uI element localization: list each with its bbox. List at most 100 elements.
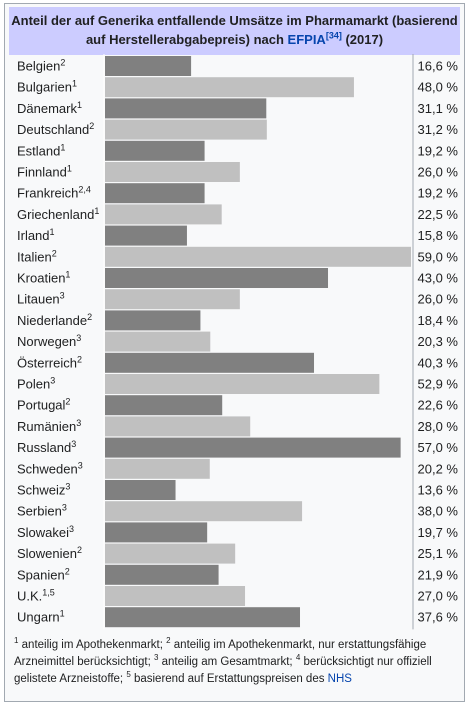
footnote-text-2: anteilig im Apothekenmarkt, nur erstattu… (14, 639, 427, 668)
bar (105, 522, 208, 543)
category-note: 1 (67, 164, 72, 174)
value-label: 22,5 % (418, 207, 459, 222)
value-label: 20,2 % (418, 461, 459, 476)
value-label: 15,8 % (418, 228, 459, 243)
value-label: 16,6 % (418, 59, 459, 74)
footnote-mark-2: 2 (166, 636, 171, 646)
value-label: 26,0 % (418, 165, 459, 180)
category-note: 2,4 (78, 185, 91, 195)
reference-link[interactable]: [34] (325, 30, 342, 41)
caption-line1: Anteil der auf Generika entfallende Umsä… (11, 13, 458, 28)
bar (105, 458, 210, 479)
category-name: Rumänien (17, 419, 76, 434)
value-label: 31,2 % (418, 122, 459, 137)
generics-share-bar-chart: Belgien2 16,6 %Bulgarien1 48,0 %Dänemark1 3… (17, 54, 459, 630)
footnote-text-3: anteilig am Gesamtmarkt; (158, 656, 296, 668)
category-note: 1,5 (42, 588, 55, 598)
category-note: 2 (60, 58, 65, 68)
bar (105, 586, 246, 606)
value-label: 19,7 % (418, 525, 459, 540)
category-note: 3 (76, 418, 81, 428)
bar (105, 310, 201, 331)
category-note: 3 (76, 333, 81, 343)
category-label: Schweiz3 (17, 482, 70, 498)
category-name: Schweden (17, 461, 78, 476)
category-name: Norwegen (17, 334, 76, 349)
footnote-mark-5: 5 (126, 670, 131, 680)
nhs-link[interactable]: NHS (327, 673, 352, 685)
category-label: Deutschland2 (17, 121, 94, 137)
category-note: 3 (65, 482, 70, 492)
footnote-text-5: basierend auf Erstattungspreisen des (130, 673, 328, 685)
bar (105, 395, 223, 416)
category-label: Norwegen3 (17, 333, 81, 349)
bar (105, 501, 303, 522)
category-name: Ungarn (17, 610, 60, 625)
category-label: Russland3 (17, 439, 76, 455)
category-name: Belgien (17, 59, 60, 74)
value-label: 43,0 % (418, 271, 459, 286)
category-note: 1 (72, 79, 77, 89)
category-label: Rumänien3 (17, 418, 81, 434)
category-label: Kroatien1 (17, 270, 70, 286)
category-label: U.K.1,5 (17, 588, 55, 604)
bar (105, 543, 236, 564)
bar (105, 480, 176, 500)
category-label: Belgien2 (17, 58, 65, 74)
footnote-mark-3: 3 (153, 653, 159, 663)
bar (105, 183, 205, 204)
category-note: 2 (65, 397, 70, 407)
category-label: Österreich2 (17, 354, 82, 370)
category-label: Serbien3 (17, 503, 67, 519)
value-label: 27,0 % (418, 589, 459, 604)
category-name: Niederlande (17, 313, 87, 328)
infobox-frame: Anteil der auf Generika entfallende Umsä… (4, 3, 465, 702)
bar (105, 374, 380, 394)
caption-year: (2017) (341, 32, 384, 47)
category-name: Russland (17, 440, 71, 455)
value-label: 26,0 % (418, 292, 459, 307)
category-name: Spanien (17, 567, 65, 582)
category-label: Estland1 (17, 142, 65, 158)
value-label: 18,4 % (418, 313, 459, 328)
efpia-link[interactable]: EFPIA (287, 32, 326, 47)
bar (105, 56, 192, 76)
category-label: Schweden3 (17, 460, 83, 476)
category-note: 1 (77, 100, 82, 110)
value-label: 22,6 % (418, 398, 459, 413)
category-name: Serbien (17, 504, 62, 519)
category-note: 2 (87, 312, 92, 322)
category-name: Litauen (17, 292, 60, 307)
value-label: 20,3 % (418, 334, 459, 349)
value-label: 31,1 % (418, 101, 459, 116)
category-note: 3 (71, 439, 76, 449)
bar (105, 162, 240, 182)
value-label: 59,0 % (418, 249, 459, 264)
bar (105, 204, 222, 225)
category-name: Schweiz (17, 483, 65, 498)
category-name: Estland (17, 143, 60, 158)
footnote: 1 anteilig im Apothekenmarkt; 2 anteilig… (14, 637, 459, 688)
category-name: Finnland (17, 165, 67, 180)
category-label: Dänemark1 (17, 100, 82, 116)
category-label: Italien2 (17, 248, 57, 264)
bar (105, 437, 401, 458)
category-name: Kroatien (17, 271, 65, 286)
bar (105, 225, 187, 246)
category-label: Slowakei3 (17, 524, 74, 540)
value-label: 25,1 % (418, 546, 459, 561)
category-label: Bulgarien1 (17, 79, 77, 95)
category-note: 2 (52, 248, 57, 258)
category-label: Finnland1 (17, 164, 72, 180)
bar (105, 119, 267, 140)
category-note: 2 (77, 354, 82, 364)
category-note: 3 (50, 376, 55, 386)
bar (105, 246, 411, 267)
chart-caption: Anteil der auf Generika entfallende Umsä… (9, 7, 460, 55)
category-note: 3 (60, 291, 65, 301)
category-note: 1 (60, 142, 65, 152)
caption-line2-prefix: auf Herstellerabgabepreis) nach (85, 32, 288, 47)
category-name: Bulgarien (17, 80, 72, 95)
category-name: Slowenien (17, 546, 77, 561)
category-name: Slowakei (17, 525, 69, 540)
